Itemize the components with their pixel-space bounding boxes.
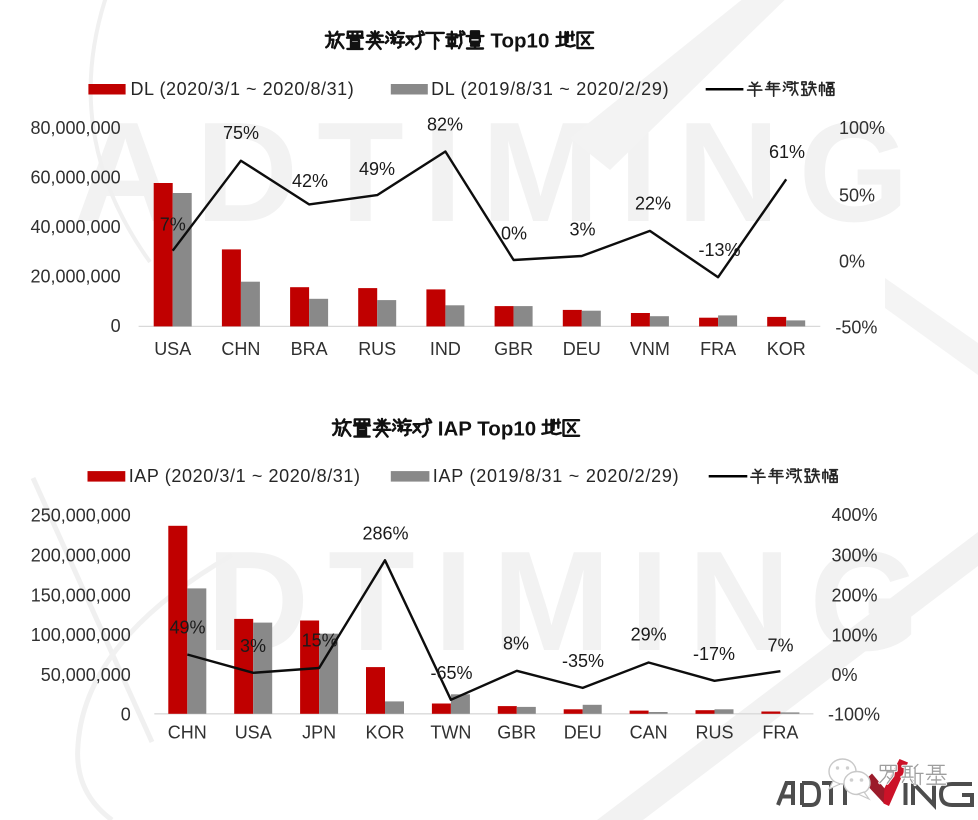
svg-text:300%: 300% [832,545,878,565]
svg-text:FRA: FRA [700,339,736,359]
svg-text:50,000,000: 50,000,000 [41,665,131,685]
svg-text:22%: 22% [635,194,671,214]
svg-text:-13%: -13% [698,240,740,260]
svg-text:IND: IND [430,339,461,359]
svg-text:IAP (2020/3/1 ~ 2020/8/31): IAP (2020/3/1 ~ 2020/8/31) [129,466,361,486]
svg-text:-65%: -65% [430,663,472,683]
svg-text:VNM: VNM [630,339,670,359]
svg-text:0%: 0% [501,224,527,244]
svg-text:Top10: Top10 [491,30,550,53]
svg-text:KOR: KOR [767,339,806,359]
svg-text:USA: USA [235,723,272,743]
svg-text:15%: 15% [302,631,338,651]
svg-text:29%: 29% [631,624,667,644]
svg-text:0: 0 [111,316,121,336]
svg-text:80,000,000: 80,000,000 [31,118,121,138]
svg-text:8%: 8% [503,634,529,654]
svg-text:150,000,000: 150,000,000 [31,585,131,605]
svg-text:400%: 400% [832,505,878,525]
svg-text:RUS: RUS [358,339,396,359]
svg-text:40,000,000: 40,000,000 [31,217,121,237]
svg-text:0%: 0% [839,251,865,271]
svg-text:GBR: GBR [494,339,533,359]
svg-text:200,000,000: 200,000,000 [31,546,131,566]
svg-text:100%: 100% [839,118,885,138]
svg-text:250,000,000: 250,000,000 [31,506,131,526]
svg-text:50%: 50% [839,186,875,206]
svg-text:BRA: BRA [291,339,328,359]
svg-text:200%: 200% [832,585,878,605]
svg-text:FRA: FRA [762,723,798,743]
svg-text:7%: 7% [767,636,793,656]
svg-text:JPN: JPN [302,723,336,743]
svg-text:CHN: CHN [221,339,260,359]
svg-text:DEU: DEU [564,723,602,743]
svg-text:TWN: TWN [430,723,471,743]
svg-text:0%: 0% [832,665,858,685]
svg-text:DEU: DEU [563,339,601,359]
svg-text:286%: 286% [362,524,408,544]
svg-text:DL (2020/3/1 ~ 2020/8/31): DL (2020/3/1 ~ 2020/8/31) [131,79,355,99]
svg-text:49%: 49% [169,617,205,637]
svg-text:75%: 75% [223,123,259,143]
svg-text:3%: 3% [240,636,266,656]
svg-text:0: 0 [121,705,131,725]
svg-text:GBR: GBR [497,723,536,743]
svg-text:61%: 61% [769,142,805,162]
svg-text:100%: 100% [832,626,878,646]
svg-text:100,000,000: 100,000,000 [31,625,131,645]
svg-text:20,000,000: 20,000,000 [31,267,121,287]
svg-text:KOR: KOR [365,723,404,743]
svg-text:DL (2019/8/31 ~ 2020/2/29): DL (2019/8/31 ~ 2020/2/29) [431,79,669,99]
svg-text:CAN: CAN [630,723,668,743]
svg-text:82%: 82% [427,115,463,135]
svg-text:USA: USA [154,339,191,359]
svg-text:42%: 42% [292,171,328,191]
svg-text:-35%: -35% [562,651,604,671]
svg-text:-17%: -17% [693,644,735,664]
svg-text:RUS: RUS [695,723,733,743]
svg-text:3%: 3% [569,220,595,240]
svg-text:60,000,000: 60,000,000 [31,168,121,188]
svg-text:-50%: -50% [835,317,877,337]
svg-text:7%: 7% [160,214,186,234]
svg-text:IAP Top10: IAP Top10 [438,417,536,440]
svg-text:-100%: -100% [828,705,880,725]
svg-text:CHN: CHN [168,723,207,743]
svg-text:IAP (2019/8/31 ~ 2020/2/29): IAP (2019/8/31 ~ 2020/2/29) [433,466,680,486]
svg-text:49%: 49% [359,159,395,179]
